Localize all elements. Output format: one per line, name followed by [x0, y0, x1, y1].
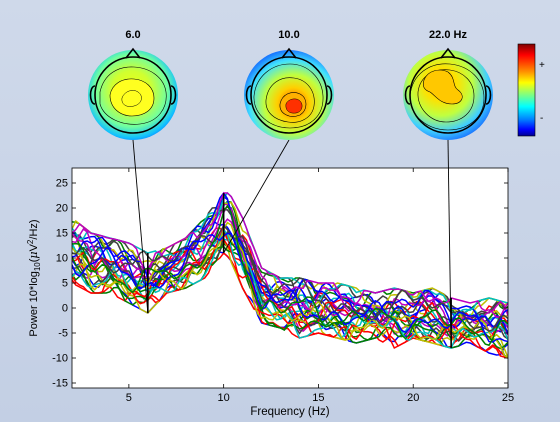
x-tick-label: 10	[218, 392, 230, 404]
topomap-label-6hz: 6.0	[125, 29, 140, 41]
y-axis-ticks: -15 -10 -5 0 5 10 15 20 25	[52, 178, 508, 390]
psd-series-line	[72, 245, 508, 350]
topomap-6hz: 6.0	[88, 29, 178, 140]
psd-series-line	[72, 204, 508, 347]
y-tick-label: 25	[56, 178, 68, 190]
y-tick-label: 5	[62, 278, 68, 290]
psd-series-line	[72, 226, 508, 342]
x-tick-label: 5	[126, 392, 132, 404]
y-tick-label: 15	[56, 228, 68, 240]
topomap-22hz: 22.0 Hz	[403, 29, 493, 140]
y-tick-label: 20	[56, 203, 68, 215]
topomap-10hz: 10.0	[244, 29, 334, 140]
colorbar-plus-label: +	[539, 60, 545, 71]
topomap-label-22hz: 22.0 Hz	[429, 29, 467, 41]
x-tick-label: 25	[502, 392, 514, 404]
y-tick-label: -10	[52, 353, 68, 365]
y-tick-label: 10	[56, 253, 68, 265]
psd-series-line	[72, 232, 508, 343]
y-tick-label: 0	[62, 303, 68, 315]
psd-series-line	[72, 224, 508, 333]
topomap-connector-line	[447, 139, 452, 349]
x-axis-ticks: 5 10 15 20 25	[126, 168, 514, 404]
plot-frame	[71, 167, 509, 389]
topomap-label-10hz: 10.0	[278, 29, 299, 41]
topomap-connector-line	[132, 139, 149, 314]
x-tick-label: 15	[312, 392, 324, 404]
y-axis-label: Power 10*log10(μV2/Hz)	[26, 219, 42, 336]
frequency-markers	[132, 139, 452, 349]
colorbar-minus-label: -	[540, 113, 543, 124]
x-tick-label: 20	[407, 392, 419, 404]
x-axis-label: Frequency (Hz)	[250, 406, 329, 418]
y-tick-label: -15	[52, 378, 68, 390]
y-tick-label: -5	[58, 328, 68, 340]
psd-series-line	[72, 221, 508, 359]
colorbar: + -	[517, 43, 545, 137]
topomap-connector-line	[223, 139, 290, 254]
